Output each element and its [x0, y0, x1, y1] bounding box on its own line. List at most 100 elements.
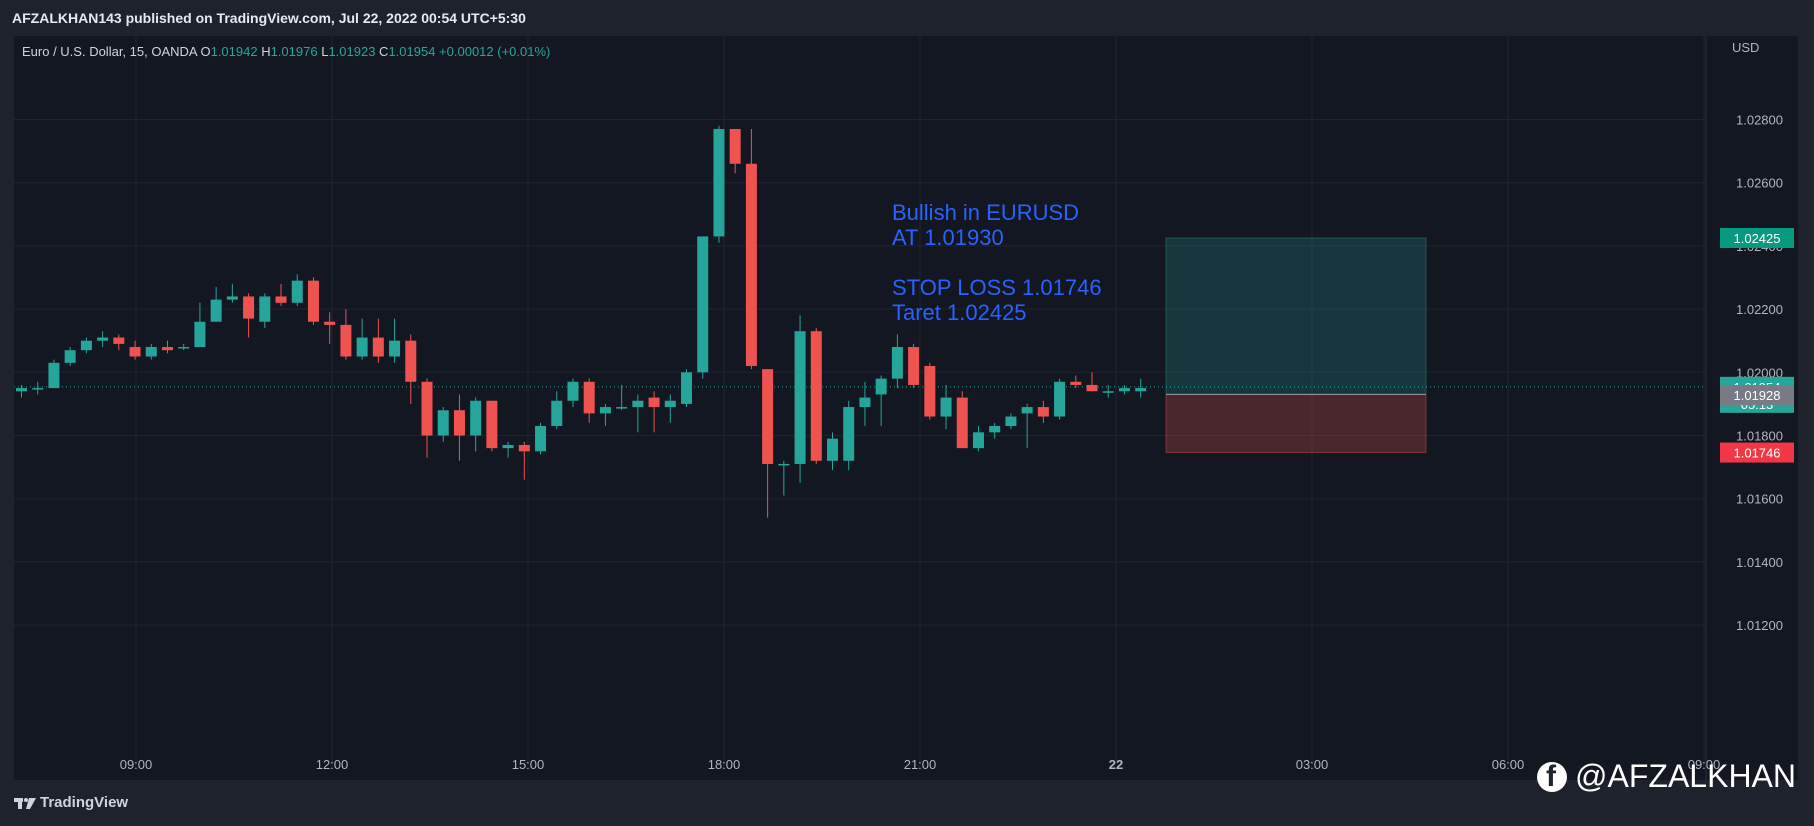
- target-zone: [1165, 237, 1427, 395]
- candle-body: [421, 381, 433, 436]
- tradingview-brand[interactable]: TradingView: [14, 794, 128, 811]
- candle-body: [567, 381, 579, 401]
- candle-body: [340, 324, 352, 357]
- candle-body: [972, 432, 984, 449]
- y-tick-label: 1.01200: [1736, 618, 1783, 633]
- candle-body: [729, 128, 741, 164]
- x-tick-label: 09:00: [1688, 757, 1721, 772]
- price-badge: [1720, 228, 1794, 248]
- candle-body: [1054, 381, 1066, 417]
- candle-body: [1070, 381, 1082, 385]
- currency-label: USD: [1732, 40, 1759, 55]
- annotation-text: Bullish in EURUSD: [892, 200, 1079, 225]
- candle-body: [389, 340, 401, 357]
- candle-body: [891, 347, 903, 379]
- candle-body: [1005, 416, 1017, 427]
- candle-body: [583, 381, 595, 414]
- candle-body: [486, 400, 498, 449]
- candle-body: [745, 163, 757, 366]
- y-tick-label: 1.02000: [1736, 365, 1783, 380]
- candle-body: [113, 337, 125, 344]
- candle-body: [145, 347, 157, 357]
- candle-body: [681, 372, 693, 404]
- x-tick-label: 15:00: [512, 757, 545, 772]
- brand-name: TradingView: [40, 794, 129, 811]
- candle-body: [259, 296, 271, 322]
- y-tick-label: 1.02200: [1736, 302, 1783, 317]
- candle-body: [616, 407, 628, 409]
- candle-body: [908, 347, 920, 385]
- candle-body: [1086, 384, 1098, 392]
- candle-body: [599, 407, 611, 414]
- candle-body: [1135, 388, 1147, 392]
- candle-body: [713, 128, 725, 237]
- candle-body: [762, 369, 774, 464]
- candle-body: [875, 378, 887, 395]
- candle-body: [32, 388, 44, 390]
- candle-body: [940, 397, 952, 417]
- annotation-text: STOP LOSS 1.01746: [892, 275, 1102, 300]
- x-tick-label: 21:00: [904, 757, 937, 772]
- candle-body: [859, 397, 871, 408]
- candle-body: [843, 407, 855, 461]
- candle-body: [664, 400, 676, 408]
- candle-body: [80, 340, 92, 351]
- candle-body: [810, 331, 822, 461]
- price-badge-label: 1.02425: [1734, 231, 1781, 246]
- candlestick-chart[interactable]: 1.028001.026001.024001.022001.020001.018…: [14, 36, 1798, 782]
- candle-body: [97, 337, 109, 341]
- price-badge-label: 1.01928: [1734, 388, 1781, 403]
- candle-body: [956, 397, 968, 449]
- candle-body: [827, 438, 838, 461]
- candle-body: [778, 463, 790, 466]
- candle-body: [1102, 391, 1114, 393]
- candle-body: [794, 331, 806, 464]
- candle-body: [194, 321, 206, 348]
- candle-body: [437, 410, 449, 436]
- chart-pane[interactable]: 1.028001.026001.024001.022001.020001.018…: [14, 36, 1798, 782]
- candle-body: [697, 236, 709, 373]
- candle-body: [632, 400, 644, 408]
- candle-body: [16, 388, 27, 392]
- y-tick-label: 1.02800: [1736, 113, 1783, 128]
- candle-body: [226, 296, 238, 300]
- facebook-icon: f: [1537, 760, 1568, 793]
- candle-body: [1037, 407, 1049, 417]
- y-tick-label: 1.01800: [1736, 429, 1783, 444]
- y-tick-label: 1.02600: [1736, 176, 1783, 191]
- x-tick-label: 09:00: [120, 757, 153, 772]
- stop-zone: [1165, 393, 1427, 454]
- candle-body: [551, 400, 563, 427]
- candle-body: [1118, 388, 1130, 392]
- price-badge: [1720, 385, 1794, 406]
- x-tick-label: 03:00: [1296, 757, 1329, 772]
- annotation-text: Taret 1.02425: [892, 300, 1027, 325]
- y-tick-label: 1.01400: [1736, 555, 1783, 570]
- watermark: f @AFZALKHAN: [1537, 758, 1796, 795]
- publisher-line: AFZALKHAN143 published on TradingView.co…: [12, 10, 526, 26]
- candle-body: [129, 347, 141, 357]
- candle-body: [307, 280, 319, 322]
- x-tick-label: 18:00: [708, 757, 741, 772]
- candle-body: [924, 365, 936, 417]
- candle-body: [502, 444, 514, 449]
- price-badge-label: 1.01746: [1734, 446, 1781, 461]
- x-tick-label: 06:00: [1492, 757, 1525, 772]
- candle-body: [210, 299, 222, 322]
- candle-body: [275, 296, 287, 303]
- y-tick-label: 1.01600: [1736, 492, 1783, 507]
- price-badge: [1720, 442, 1794, 463]
- candle-body: [989, 426, 1001, 433]
- ohlc-legend: Euro / U.S. Dollar, 15, OANDA O1.01942 H…: [22, 44, 550, 59]
- candle-body: [161, 347, 173, 351]
- candle-body: [324, 321, 336, 325]
- candle-body: [356, 337, 368, 357]
- tradingview-logo-icon: [14, 797, 36, 809]
- candle-body: [535, 426, 547, 452]
- candle-body: [291, 280, 303, 303]
- candle-body: [648, 397, 660, 408]
- candle-body: [243, 296, 255, 319]
- candle-body: [453, 410, 465, 436]
- x-tick-label: 22: [1109, 757, 1123, 772]
- candle-body: [178, 347, 190, 349]
